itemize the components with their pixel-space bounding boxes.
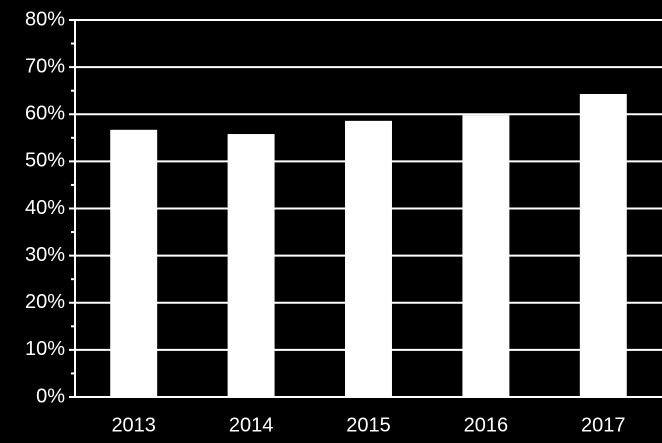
y-tick-label: 50%	[25, 150, 65, 172]
bar	[110, 129, 158, 397]
bar	[579, 93, 627, 397]
y-tick-label: 40%	[25, 197, 65, 219]
y-tick-label: 70%	[25, 55, 65, 77]
x-tick-label: 2013	[111, 414, 156, 436]
bar	[227, 134, 275, 398]
y-tick-label: 0%	[36, 385, 65, 407]
x-tick-label: 2015	[346, 414, 391, 436]
x-tick-label: 2016	[464, 414, 509, 436]
y-tick-label: 30%	[25, 244, 65, 266]
y-tick-label: 80%	[25, 8, 65, 30]
y-tick-label: 60%	[25, 103, 65, 125]
y-tick-label: 10%	[25, 338, 65, 360]
bar	[345, 120, 392, 397]
bar	[462, 115, 510, 397]
x-tick-label: 2014	[229, 414, 274, 436]
y-tick-label: 20%	[25, 291, 65, 313]
x-tick-label: 2017	[581, 414, 626, 436]
